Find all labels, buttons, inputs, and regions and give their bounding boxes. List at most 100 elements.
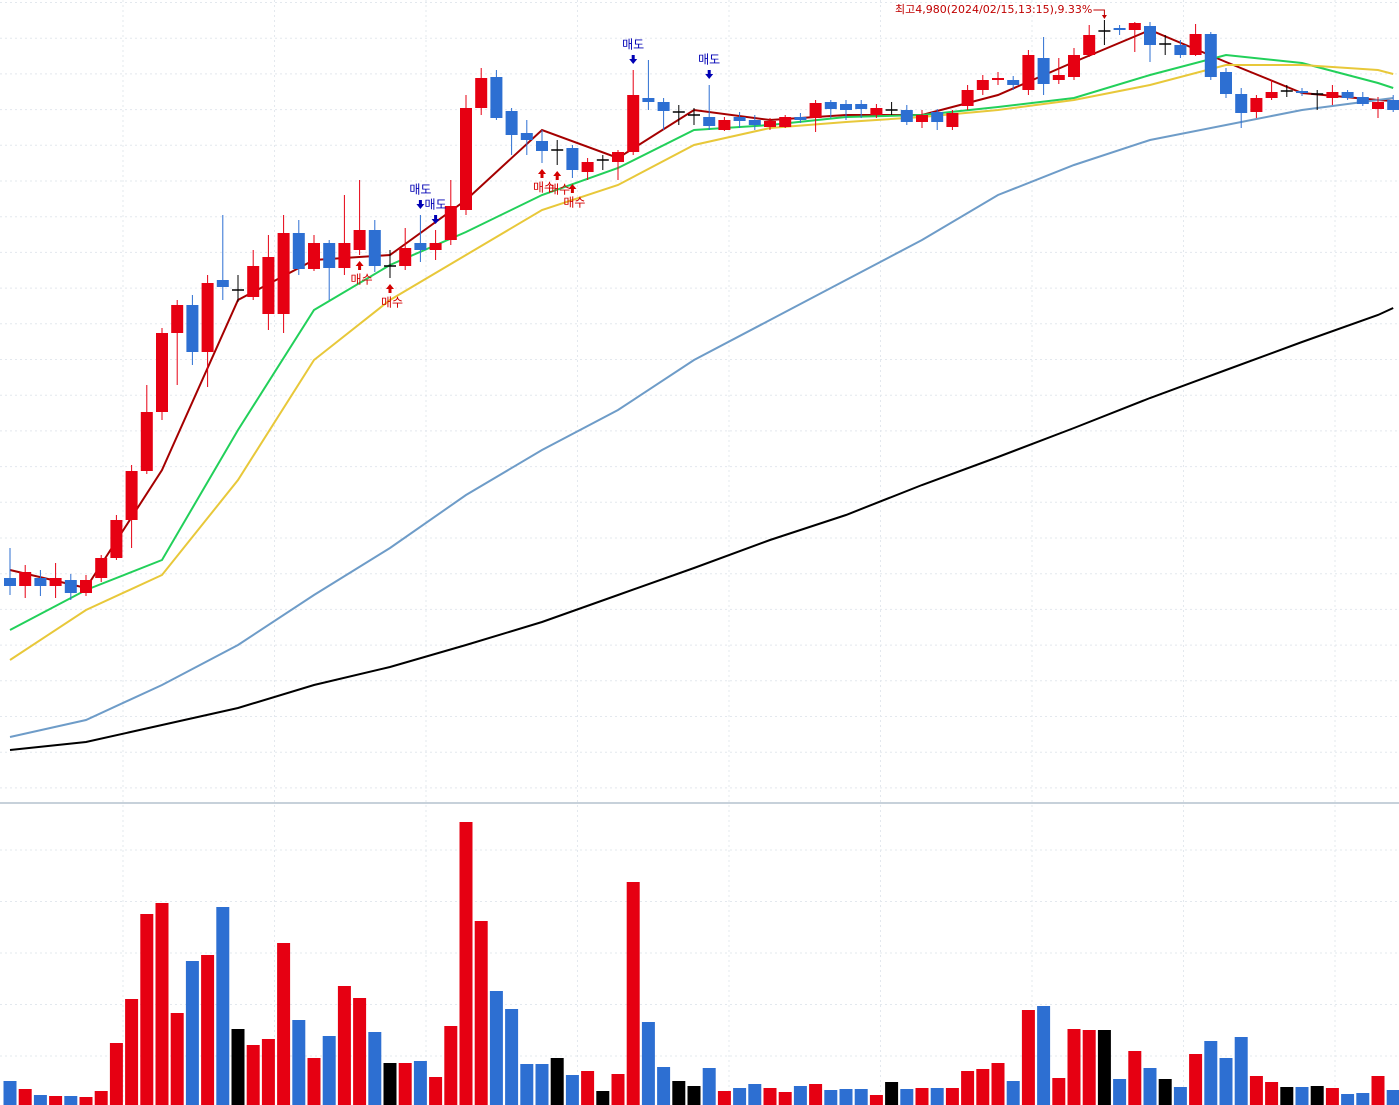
buy-label: 매수 (351, 273, 373, 287)
candle-body (946, 113, 959, 127)
volume-bar (641, 1022, 655, 1105)
volume-bar (322, 1036, 336, 1105)
candle-body (627, 95, 640, 152)
volume-bar (109, 1043, 123, 1105)
buy-label: 매수 (563, 196, 585, 210)
candle-body (1250, 98, 1263, 112)
volume-bar (809, 1084, 823, 1105)
candle-body (992, 78, 1004, 80)
high-annotation-arrow (1093, 9, 1105, 16)
buy-arrow (386, 284, 394, 293)
volume-bar (140, 914, 154, 1105)
candle-body (612, 152, 624, 162)
volume-bar (596, 1091, 610, 1105)
candle-body (414, 243, 427, 250)
volume-bar (1067, 1029, 1081, 1105)
volume-bar (1128, 1051, 1142, 1105)
candle-body (536, 141, 548, 151)
volume-bar (839, 1089, 853, 1105)
candle-body (1220, 72, 1232, 94)
candle-body (64, 580, 77, 593)
candle-body (1341, 92, 1354, 98)
candle-body (1159, 43, 1172, 45)
volume-bar (565, 1075, 579, 1105)
candle-body (900, 110, 913, 122)
high-annotation: 최고4,980(2024/02/15,13:15),9.33% (895, 3, 1092, 16)
volume-bar (1249, 1076, 1263, 1105)
volume-bar (505, 1009, 519, 1105)
candle-body (1037, 58, 1050, 84)
candle-body (551, 149, 564, 151)
candle-body (1296, 91, 1308, 93)
candle-body (1083, 35, 1096, 55)
candle-body (34, 578, 47, 586)
volume-bar (778, 1092, 792, 1105)
volume-bar (717, 1091, 731, 1105)
volume-bar (763, 1088, 777, 1105)
candle-body (1128, 23, 1141, 30)
candle-body (916, 115, 928, 122)
volume-bar (368, 1032, 382, 1105)
candle-body (292, 233, 305, 269)
sell-label: 매도 (622, 38, 644, 52)
volume-bar (277, 943, 291, 1105)
sell-arrow (705, 70, 714, 79)
moving-average-line (9, 307, 1394, 751)
volume-bar (1219, 1058, 1233, 1105)
sell-arrow (416, 200, 425, 209)
volume-bar (702, 1068, 716, 1105)
candle-body (840, 104, 852, 110)
candle-body (885, 109, 898, 111)
volume-bar (216, 907, 230, 1105)
buy-label: 매수 (533, 181, 555, 195)
volume-bar (687, 1086, 701, 1105)
volume-bar (520, 1064, 534, 1105)
volume-bar (1265, 1082, 1279, 1105)
candle-body (855, 104, 868, 109)
candle-body (201, 283, 214, 352)
candle-body (80, 580, 92, 593)
candle-body (1235, 94, 1248, 113)
candle-body (764, 121, 776, 127)
volume-bar (657, 1067, 671, 1105)
candle-body (19, 572, 32, 586)
candle-body (186, 305, 199, 352)
buy-arrow (355, 261, 364, 270)
volume-bar (1356, 1093, 1370, 1105)
volume-bar (398, 1063, 412, 1105)
candle-body (4, 578, 16, 586)
candle-body (1174, 45, 1187, 55)
candle-body (1280, 90, 1293, 92)
candle-body (475, 78, 488, 108)
volume-bar (1052, 1078, 1066, 1105)
candle-body (1356, 97, 1369, 104)
volume-bar (1371, 1076, 1385, 1105)
candle-body (596, 159, 609, 161)
candle-body (490, 77, 503, 118)
candle-body (140, 412, 153, 471)
candle-body (1098, 30, 1111, 32)
candle-body (1022, 55, 1035, 90)
candle-body (1189, 34, 1202, 55)
candle-body (125, 471, 138, 520)
candle-body (779, 117, 792, 127)
candle-body (308, 243, 320, 269)
candle-body (247, 266, 260, 297)
candle-body (156, 333, 168, 412)
candle-body (1387, 100, 1399, 110)
candle-body (718, 120, 731, 130)
candle-body (657, 102, 670, 111)
volume-bar (18, 1089, 32, 1105)
candle-body (399, 248, 412, 266)
volume-bar (1158, 1079, 1172, 1105)
volume-bar (1021, 1010, 1035, 1105)
volume-bar (535, 1064, 549, 1105)
volume-bar (49, 1096, 63, 1105)
candle-body (672, 111, 685, 113)
candle-body (1265, 92, 1278, 98)
volume-bar (1006, 1081, 1020, 1105)
